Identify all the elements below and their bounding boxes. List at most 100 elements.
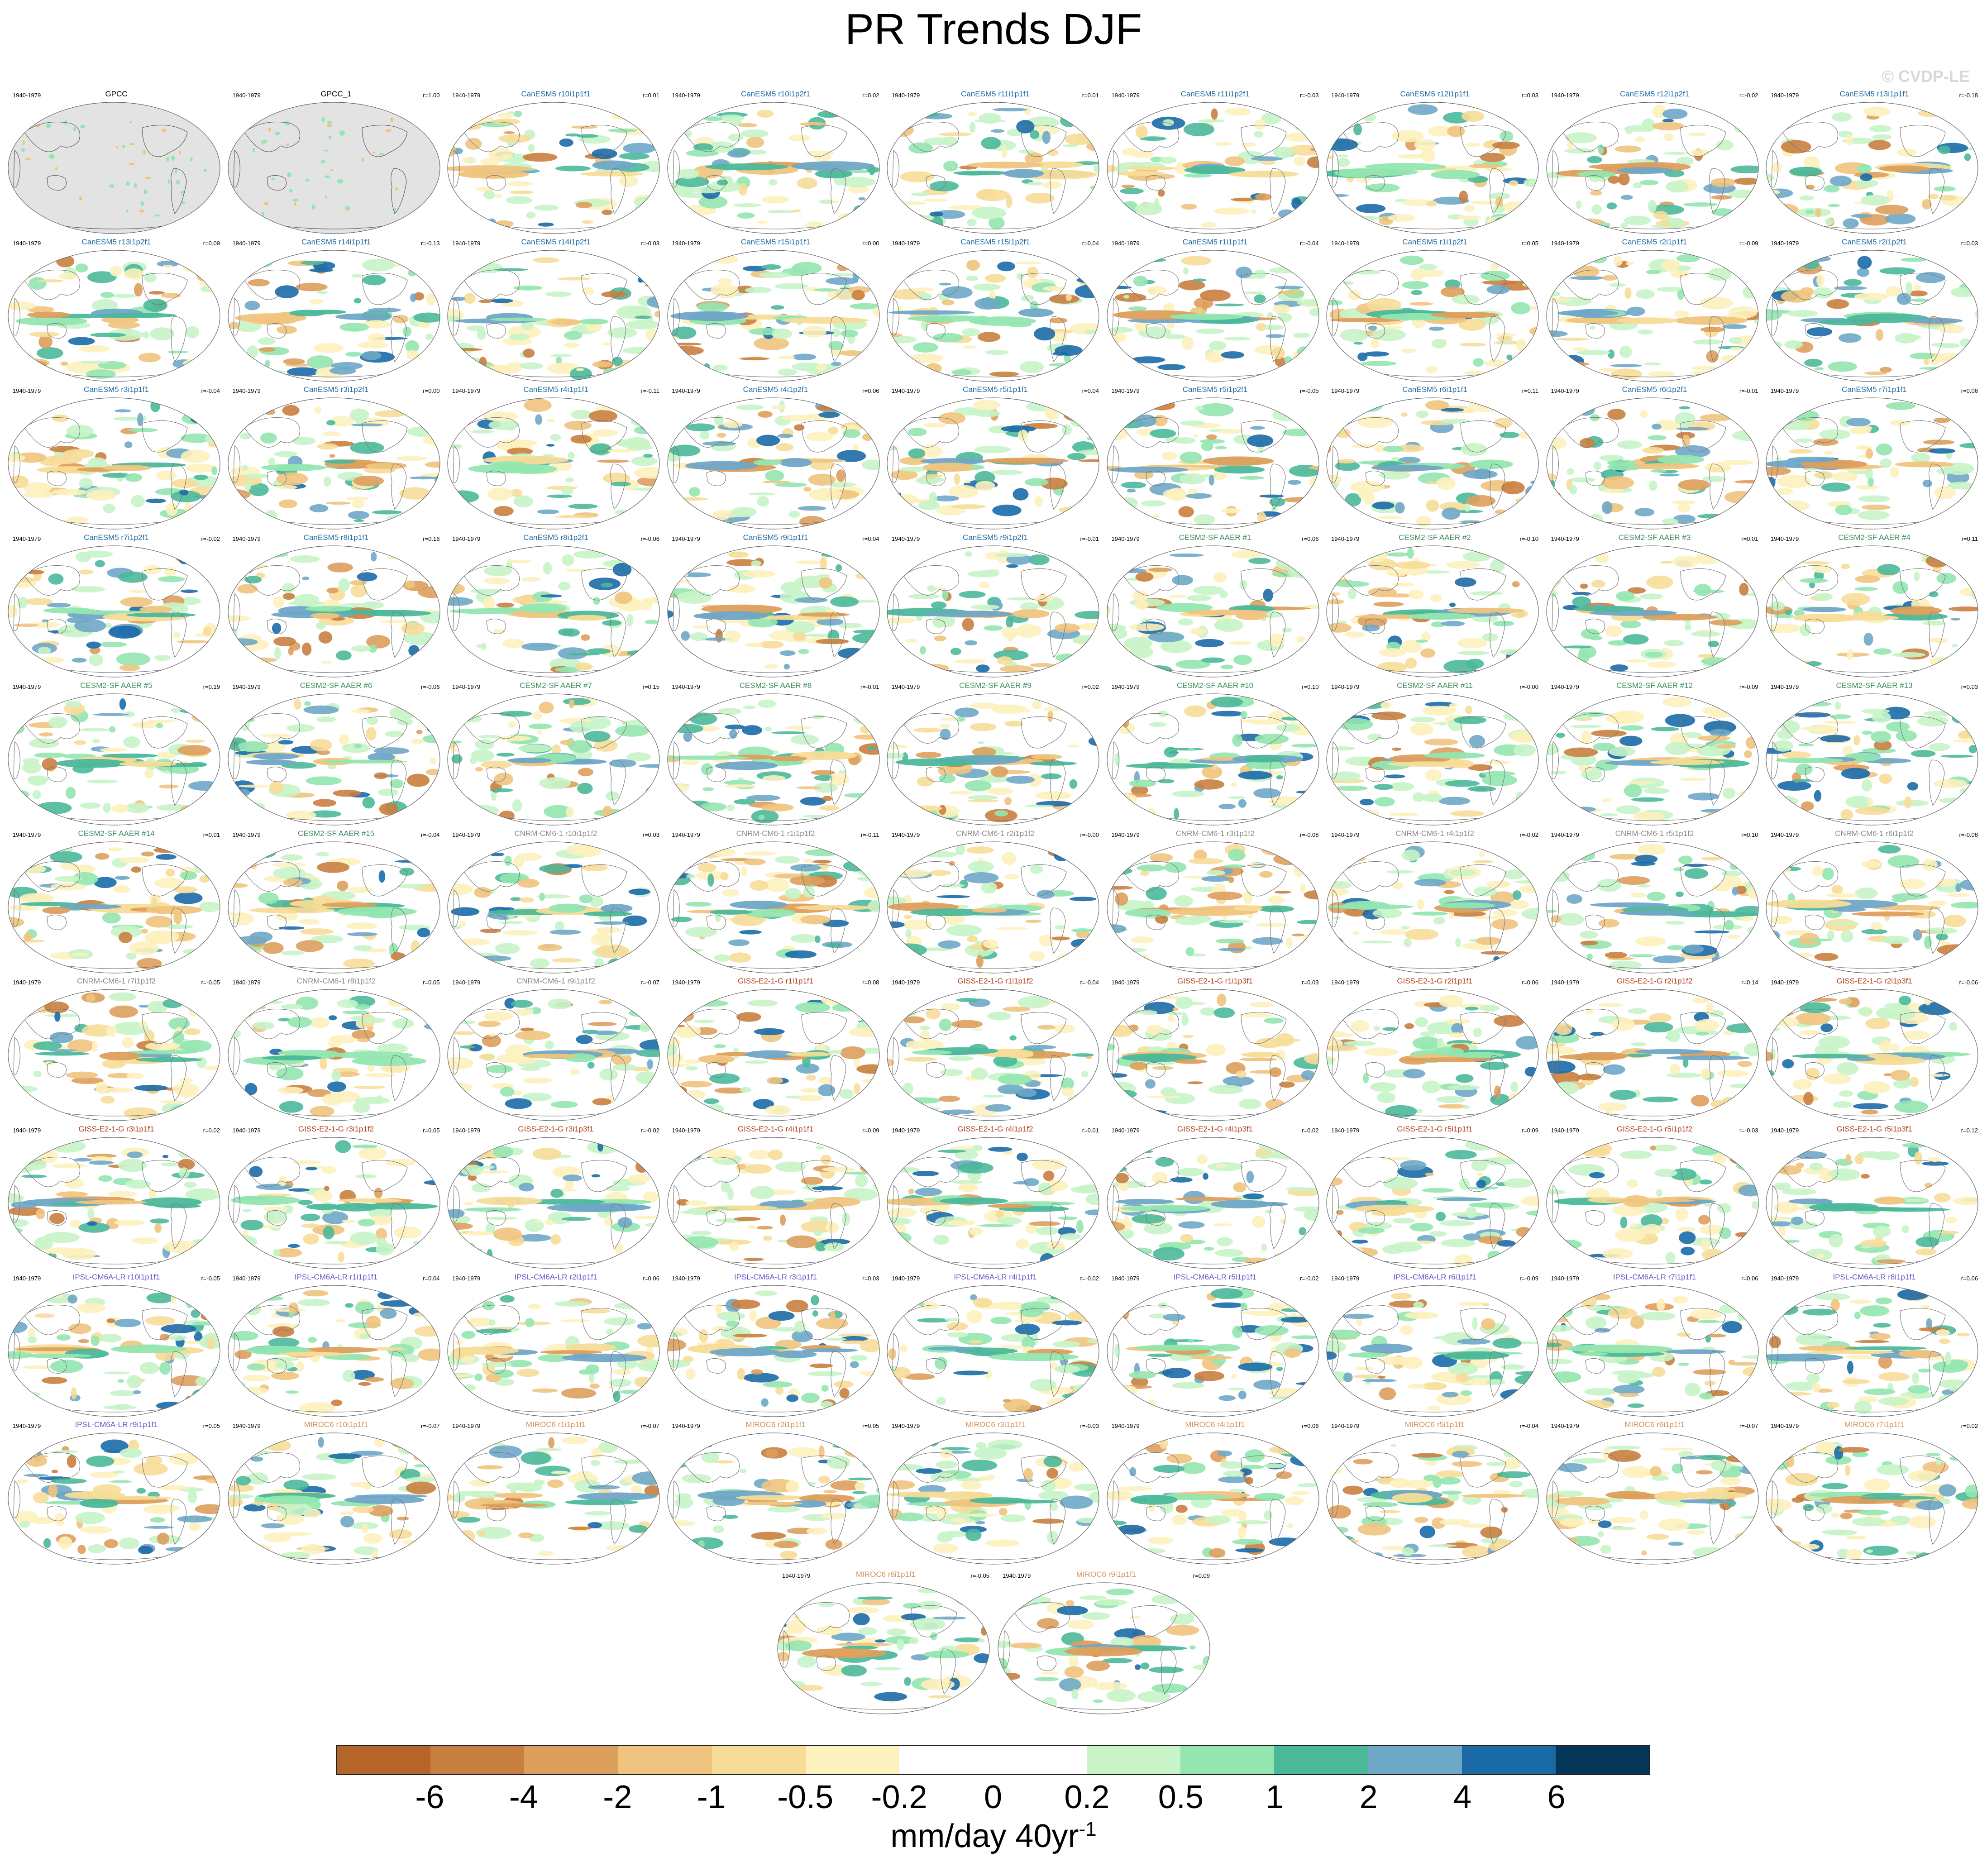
panel-model-label: CanESM5 r15i1p1f1: [740, 237, 811, 246]
panel-model-label: GISS-E2-1-G r5i1p3f1: [1836, 1124, 1912, 1133]
panel-model-label: CanESM5 r2i1p1f1: [1622, 237, 1687, 246]
panel-period-label: 1940-1979: [1331, 239, 1360, 247]
panel-model-label: GISS-E2-1-G r2i1p1f1: [1397, 977, 1473, 986]
trend-map: [667, 545, 880, 678]
panel-period-label: 1940-1979: [672, 1275, 700, 1282]
map-panel: 1940-1979 GISS-E2-1-G r1i1p3f1 r=0.03: [1105, 977, 1325, 1126]
panel-model-label: CESM2-SF AAER #11: [1397, 681, 1473, 690]
trend-map: [1106, 693, 1319, 826]
panel-correlation-label: r=0.06: [1961, 1275, 1978, 1282]
colorbar-swatch: [1274, 1746, 1368, 1774]
panel-model-label: GPCC_1: [320, 90, 352, 98]
panel-model-label: CanESM5 r1i1p1f1: [1182, 237, 1248, 246]
trend-map: [887, 693, 1099, 826]
colorbar-tick-label: 4: [1453, 1779, 1472, 1815]
panel-period-label: 1940-1979: [452, 1127, 481, 1134]
panel-model-label: MIROC6 r5i1p1f1: [1404, 1420, 1465, 1429]
colorbar-units-text: mm/day 40yr: [890, 1818, 1079, 1854]
colorbar-swatch: [524, 1746, 618, 1774]
trend-map: [447, 250, 660, 382]
map-panel: 1940-1979 CESM2-SF AAER #8 r=-0.01: [666, 681, 886, 831]
map-panel: 1940-1979 MIROC6 r3i1p1f1 r=-0.03: [885, 1420, 1105, 1570]
trend-map: [447, 841, 660, 974]
panel-model-label: CanESM5 r12i1p1f1: [1400, 90, 1470, 98]
panel-correlation-label: r=-0.05: [201, 1275, 220, 1282]
trend-map: [1106, 989, 1319, 1121]
map-panel: 1940-1979 CanESM5 r15i1p1f1 r=0.00: [666, 237, 886, 387]
map-panel: 1940-1979 CanESM5 r14i1p2f1 r=-0.03: [446, 238, 666, 387]
trend-map: [998, 1582, 1210, 1714]
panel-model-label: MIROC6 r3i1p1f1: [965, 1420, 1026, 1429]
panel-correlation-label: r=-0.01: [860, 683, 879, 690]
trend-map: [8, 989, 220, 1121]
panel-period-label: 1940-1979: [892, 979, 920, 986]
panel-correlation-label: r=0.10: [1302, 683, 1319, 690]
trend-map: [667, 1432, 880, 1565]
panel-correlation-label: r=0.01: [1082, 92, 1099, 99]
panel-correlation-label: r=-0.18: [1959, 92, 1978, 99]
map-panel: 1940-1979 CESM2-SF AAER #9 r=0.02: [885, 681, 1105, 831]
trend-map: [1326, 1432, 1539, 1565]
map-panel: 1940-1979 CNRM-CM6-1 r6i1p1f2 r=-0.08: [1764, 829, 1984, 979]
trend-map: [887, 102, 1099, 234]
trend-map: [1326, 841, 1539, 974]
panel-model-label: CESM2-SF AAER #13: [1836, 681, 1913, 690]
map-panel: 1940-1979 GISS-E2-1-G r1i1p1f2 r=-0.04: [885, 977, 1105, 1126]
panel-correlation-label: r=0.12: [1961, 1127, 1978, 1134]
panel-model-label: CanESM5 r6i1p2f1: [1622, 385, 1687, 394]
panel-model-label: MIROC6 r7i1p1f1: [1844, 1420, 1905, 1429]
panel-period-label: 1940-1979: [672, 683, 700, 690]
map-panel: 1940-1979 GISS-E2-1-G r2i1p1f2 r=0.14: [1545, 977, 1765, 1126]
colorbar-tick-label: 2: [1359, 1779, 1378, 1815]
panel-model-label: CNRM-CM6-1 r10i1p1f2: [514, 829, 597, 838]
panel-period-label: 1940-1979: [672, 387, 700, 395]
map-panel: 1940-1979 GISS-E2-1-G r3i1p1f1 r=0.02: [6, 1125, 226, 1274]
panel-model-label: IPSL-CM6A-LR r3i1p1f1: [734, 1272, 817, 1281]
trend-map: [667, 693, 880, 826]
trend-map: [8, 102, 220, 234]
panel-correlation-label: r=-0.03: [1299, 92, 1319, 99]
panel-model-label: CanESM5 r4i1p1f1: [523, 385, 588, 394]
panel-correlation-label: r=0.05: [862, 1423, 879, 1430]
colorbar-swatch: [430, 1746, 525, 1774]
panel-model-label: CESM2-SF AAER #1: [1179, 533, 1251, 542]
panel-period-label: 1940-1979: [672, 92, 700, 99]
panel-correlation-label: r=-0.01: [1739, 387, 1758, 395]
panel-model-label: CNRM-CM6-1 r6i1p1f2: [1835, 829, 1914, 838]
panel-period-label: 1940-1979: [232, 831, 261, 838]
panel-period-label: 1940-1979: [782, 1572, 811, 1579]
panel-period-label: 1940-1979: [1331, 1127, 1360, 1134]
panel-correlation-label: r=0.06: [642, 1275, 659, 1282]
trend-map: [447, 1284, 660, 1417]
panel-correlation-label: r=-0.04: [420, 831, 440, 838]
map-panel: 1940-1979 CanESM5 r4i1p1f1 r=-0.11: [446, 385, 666, 535]
trend-map: [1106, 545, 1319, 678]
panel-period-label: 1940-1979: [13, 239, 41, 247]
panel-model-label: GISS-E2-1-G r4i1p1f2: [957, 1124, 1033, 1133]
trend-map: [1326, 989, 1539, 1121]
panel-period-label: 1940-1979: [1111, 1275, 1140, 1282]
map-panel: 1940-1979 CanESM5 r12i1p1f1 r=0.03: [1325, 90, 1545, 239]
trend-map: [1546, 1137, 1759, 1269]
panel-period-label: 1940-1979: [452, 387, 481, 395]
panel-period-label: 1940-1979: [1331, 1275, 1360, 1282]
panel-model-label: CESM2-SF AAER #7: [520, 681, 592, 690]
map-panel: 1940-1979 GISS-E2-1-G r2i1p1f1 r=0.06: [1325, 977, 1545, 1126]
panel-model-label: CanESM5 r9i1p1f1: [743, 533, 808, 542]
panel-period-label: 1940-1979: [232, 92, 261, 99]
colorbar-tick-label: -6: [415, 1779, 444, 1815]
panel-correlation-label: r=-0.02: [1299, 1275, 1319, 1282]
map-panel: 1940-1979 CESM2-SF AAER #10 r=0.10: [1105, 681, 1325, 831]
trend-map: [1546, 1432, 1759, 1565]
panel-correlation-label: r=0.03: [1961, 239, 1978, 247]
panel-correlation-label: r=0.06: [1302, 1423, 1319, 1430]
map-panel: 1940-1979 CanESM5 r13i1p1f1 r=-0.18: [1764, 90, 1984, 239]
panel-period-label: 1940-1979: [13, 387, 41, 395]
trend-map: [447, 1432, 660, 1565]
panel-period-label: 1940-1979: [13, 1275, 41, 1282]
trend-map: [1106, 397, 1319, 530]
map-panel: 1940-1979 CanESM5 r12i1p2f1 r=-0.02: [1545, 90, 1765, 239]
map-panel: 1940-1979 CanESM5 r5i1p1f1 r=0.04: [885, 385, 1105, 535]
colorbar-swatch: [1087, 1746, 1181, 1774]
trend-map: [8, 250, 220, 382]
